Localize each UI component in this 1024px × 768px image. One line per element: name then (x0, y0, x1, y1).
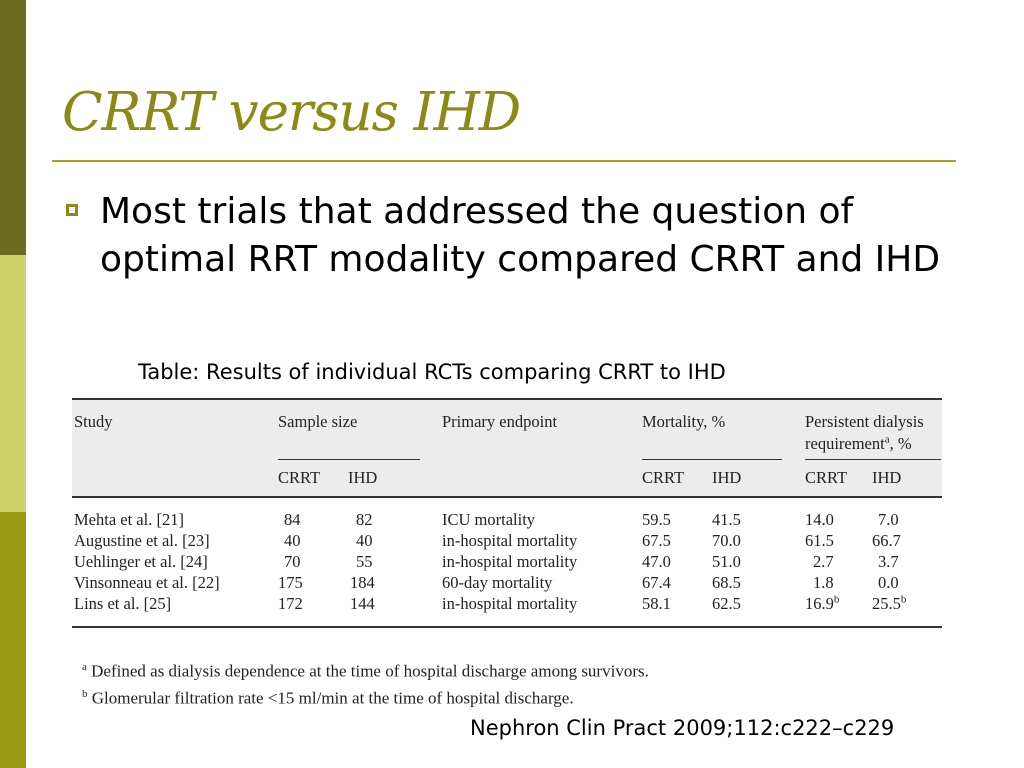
table-row-study: Lins et al. [25] (74, 594, 172, 613)
header-sample-size: Sample size (278, 412, 358, 431)
table-row-persistent-ihd: 25.5b (872, 593, 907, 613)
table-row-persistent-crrt: 1.8 (813, 573, 834, 592)
table-row-size-crrt: 84 (284, 510, 301, 529)
subheader-mortality-ihd: IHD (712, 468, 742, 487)
title-divider (52, 160, 956, 162)
persistent-subrule (805, 459, 941, 460)
subheader-size-ihd: IHD (348, 468, 378, 487)
table-row-size-crrt: 70 (284, 552, 301, 571)
table-top-rule (72, 398, 942, 400)
table-row-study: Mehta et al. [21] (74, 510, 184, 529)
table-row-persistent-crrt: 16.9b (805, 593, 840, 613)
table-row-endpoint: in-hospital mortality (442, 531, 578, 550)
table-row-mortality-crrt: 67.5 (642, 531, 671, 550)
table-row-mortality-ihd: 68.5 (712, 573, 741, 592)
sample-size-subrule (278, 459, 420, 460)
mortality-subrule (642, 459, 782, 460)
header-persistent-dialysis: Persistent dialysis (805, 412, 924, 431)
table-row-endpoint: in-hospital mortality (442, 594, 578, 613)
table-row-size-ihd: 55 (356, 552, 373, 571)
subheader-persistent-ihd: IHD (872, 468, 902, 487)
table-row-mortality-ihd: 51.0 (712, 552, 741, 571)
table-row-persistent-crrt: 2.7 (813, 552, 834, 571)
table-row-endpoint: 60-day mortality (442, 573, 553, 592)
table-row-size-ihd: 184 (350, 573, 375, 592)
header-persistent-requirement: requirementa, % (805, 433, 912, 453)
table-row-mortality-ihd: 62.5 (712, 594, 741, 613)
subheader-persistent-crrt: CRRT (805, 468, 848, 487)
header-primary-endpoint: Primary endpoint (442, 412, 558, 431)
results-table: Study Sample size Primary endpoint Morta… (72, 398, 942, 630)
header-study: Study (74, 412, 113, 431)
table-row-mortality-crrt: 47.0 (642, 552, 671, 571)
table-row-persistent-crrt: 14.0 (805, 510, 834, 529)
table-row-persistent-ihd: 66.7 (872, 531, 901, 550)
table-row-mortality-crrt: 67.4 (642, 573, 671, 592)
subheader-size-crrt: CRRT (278, 468, 321, 487)
square-bullet-icon (66, 204, 78, 216)
table-footnotes: a Defined as dialysis dependence at the … (82, 656, 649, 709)
table-row-study: Vinsonneau et al. [22] (74, 573, 220, 592)
table-row-persistent-ihd: 7.0 (878, 510, 899, 529)
table-header-background (72, 400, 942, 496)
header-mortality: Mortality, % (642, 412, 726, 431)
footnote-b: b Glomerular filtration rate <15 ml/min … (82, 687, 574, 708)
table-row-size-crrt: 172 (278, 594, 303, 613)
left-bar-middle (0, 255, 26, 512)
table-row-mortality-ihd: 70.0 (712, 531, 741, 550)
table-caption: Table: Results of individual RCTs compar… (138, 360, 726, 384)
table-row-mortality-crrt: 59.5 (642, 510, 671, 529)
left-bar-bottom (0, 512, 26, 768)
table-row-size-crrt: 175 (278, 573, 303, 592)
table-row-size-ihd: 82 (356, 510, 373, 529)
table-row-size-ihd: 144 (350, 594, 375, 613)
table-row-mortality-crrt: 58.1 (642, 594, 671, 613)
left-bar-top (0, 0, 26, 255)
footnote-a: a Defined as dialysis dependence at the … (82, 661, 649, 681)
table-bottom-rule (72, 626, 942, 628)
table-row-persistent-crrt: 61.5 (805, 531, 834, 550)
table-row-mortality-ihd: 41.5 (712, 510, 741, 529)
table-row-persistent-ihd: 3.7 (878, 552, 899, 571)
subheader-mortality-crrt: CRRT (642, 468, 685, 487)
slide-title: CRRT versus IHD (62, 82, 521, 143)
table-row-study: Augustine et al. [23] (74, 531, 210, 550)
table-row-size-crrt: 40 (284, 531, 301, 550)
table-row-endpoint: in-hospital mortality (442, 552, 578, 571)
source-citation: Nephron Clin Pract 2009;112:c222–c229 (470, 716, 895, 740)
bullet-text: Most trials that addressed the question … (100, 191, 941, 280)
header-bottom-rule (72, 496, 942, 498)
table-row-size-ihd: 40 (356, 531, 373, 550)
table-row-endpoint: ICU mortality (442, 510, 536, 529)
table-row-study: Uehlinger et al. [24] (74, 552, 208, 571)
table-row-persistent-ihd: 0.0 (878, 573, 899, 592)
